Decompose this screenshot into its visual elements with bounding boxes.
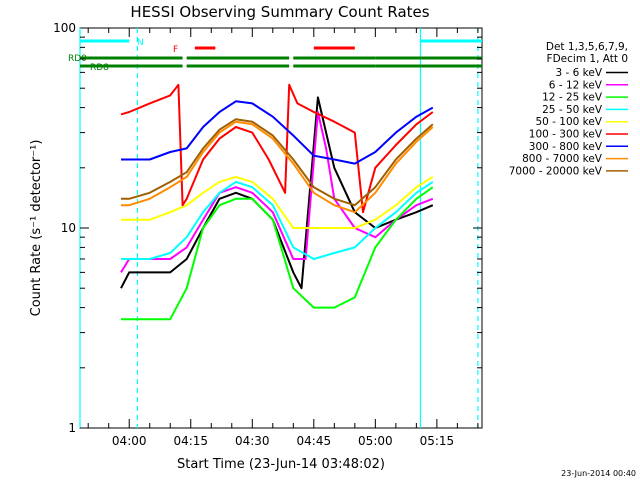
legend-label-5: 100 - 300 keV	[529, 129, 603, 141]
footer-date: 23-Jun-2014 00:40	[561, 469, 636, 478]
plot-frame	[79, 27, 483, 429]
series-line-8	[121, 118, 434, 207]
legend-label-4: 50 - 100 keV	[535, 116, 602, 128]
series-line-1	[120, 111, 434, 273]
x-tick-label: 04:00	[112, 434, 147, 448]
series-line-2	[121, 186, 434, 321]
x-axis-label: Start Time (23-Jun-14 03:48:02)	[177, 457, 385, 472]
series-line-6	[121, 100, 434, 165]
x-tick-label: 04:30	[235, 434, 270, 448]
series-line-5	[120, 83, 434, 214]
y-axis-label: Count Rate (s⁻¹ detector⁻¹)	[29, 140, 44, 317]
legend-header-1: FDecim 1, Att 0	[547, 53, 628, 65]
legend-label-0: 3 - 6 keV	[555, 67, 602, 79]
flag-rd0-label: RD0	[68, 54, 87, 64]
series-line-4	[121, 175, 434, 229]
legend: Det 1,3,5,6,7,9,FDecim 1, Att 0 3 - 6 keV…	[509, 41, 628, 177]
legend-label-2: 12 - 25 keV	[542, 92, 603, 104]
legend-header-0: Det 1,3,5,6,7,9,	[546, 41, 628, 53]
x-tick-label: 05:15	[420, 434, 455, 448]
legend-label-3: 25 - 50 keV	[542, 104, 603, 116]
legend-label-1: 6 - 12 keV	[549, 79, 603, 91]
y-axis-ticks: 1 10 100	[53, 21, 482, 435]
legend-label-6: 300 - 800 keV	[529, 141, 603, 153]
series-line-7	[121, 120, 434, 214]
x-tick-label: 05:00	[358, 434, 393, 448]
x-tick-label: 04:15	[173, 434, 208, 448]
y-tick-label: 10	[61, 221, 76, 235]
flag-f-label: F	[173, 45, 178, 55]
chart-title: HESSI Observing Summary Count Rates	[130, 3, 429, 21]
x-axis-ticks: 04:00 04:15 04:30 04:45 05:00 05:15	[87, 28, 479, 448]
legend-label-8: 7000 - 20000 keV	[509, 165, 603, 177]
series-lines	[120, 83, 434, 321]
x-tick-label: 04:45	[297, 434, 332, 448]
flag-rd8-label: RD8	[90, 63, 109, 73]
legend-label-7: 800 - 7000 keV	[522, 153, 603, 165]
flag-n-label: N	[137, 38, 144, 48]
series-line-3	[121, 180, 434, 260]
y-tick-label: 1	[68, 421, 76, 435]
y-tick-label: 100	[53, 21, 76, 35]
